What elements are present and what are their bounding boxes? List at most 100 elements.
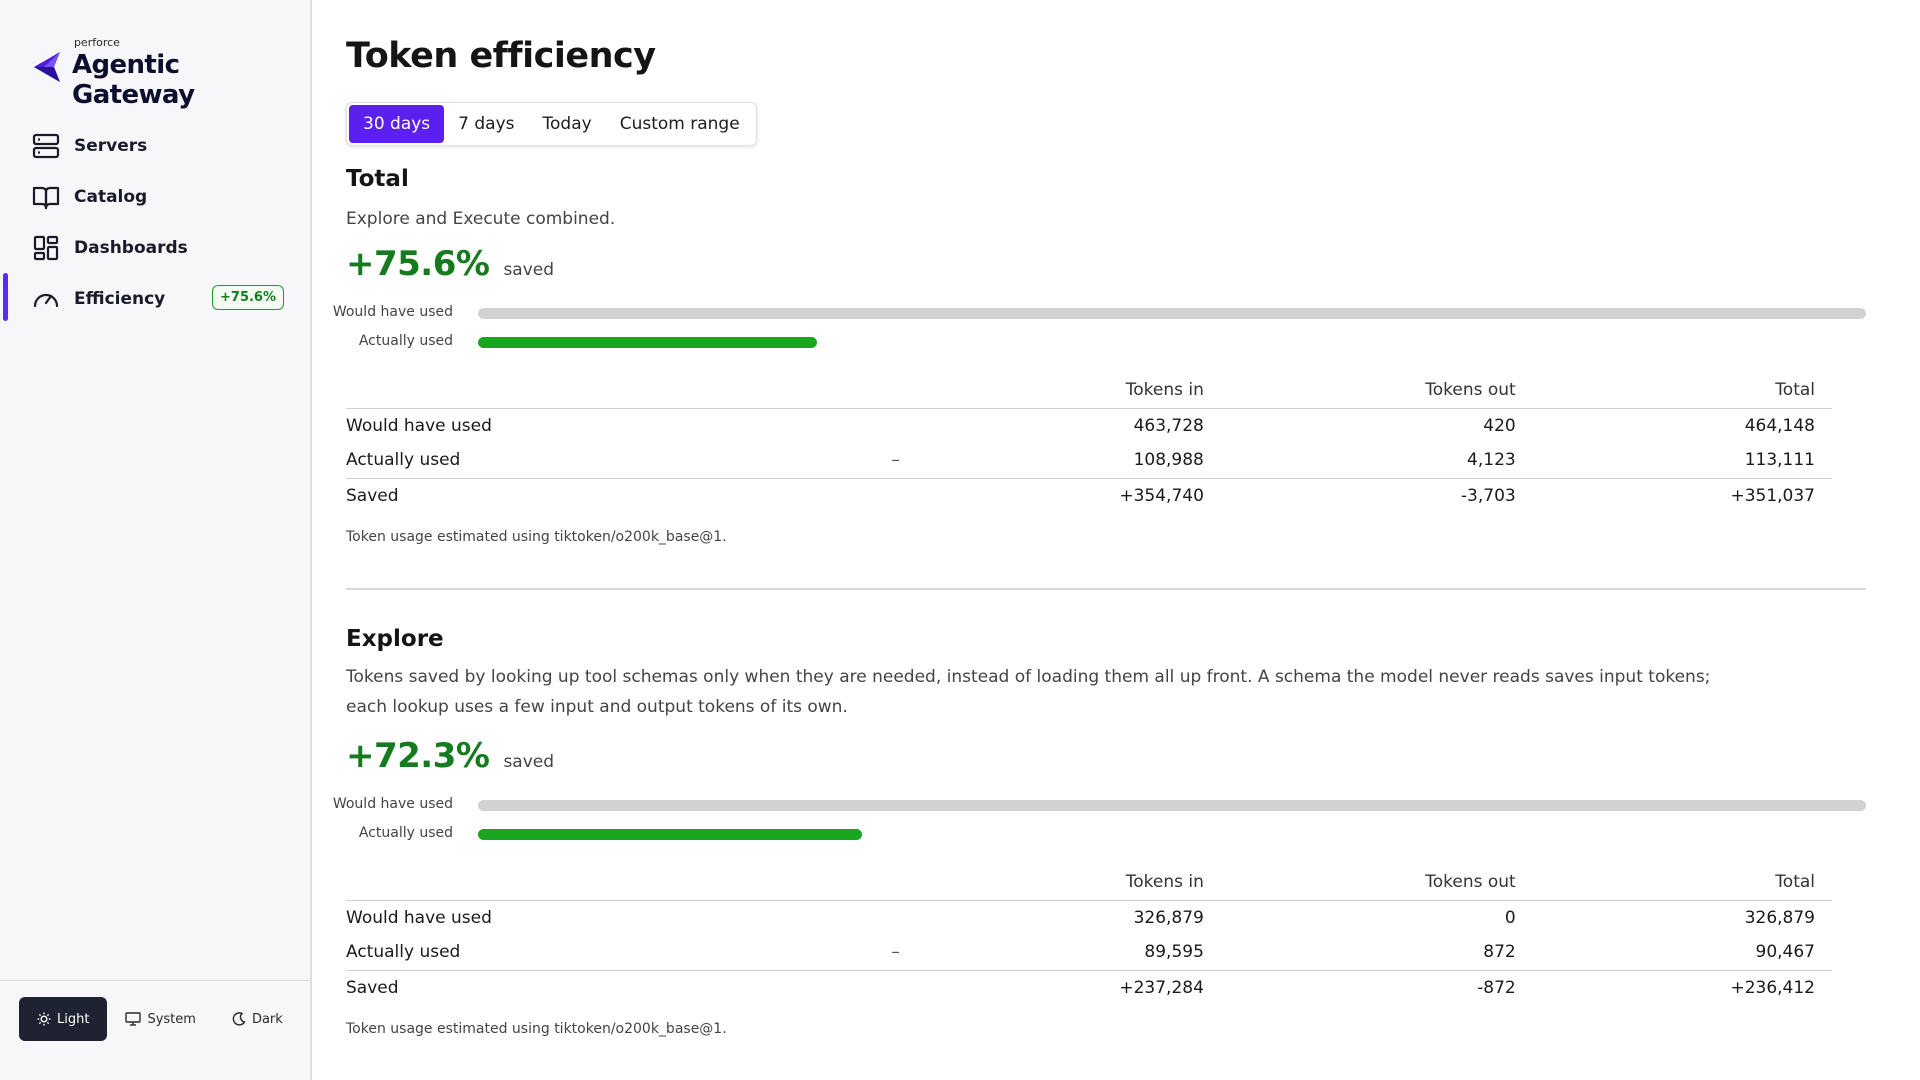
bar-label-would: Would have used xyxy=(332,304,453,320)
table-header-row: Tokens in Tokens out Total xyxy=(346,372,1832,409)
explore-section: Explore Tokens saved by looking up tool … xyxy=(333,626,1866,1037)
theme-system-label: System xyxy=(147,1011,196,1027)
cell-tokens-out: 420 xyxy=(1483,415,1516,436)
table-header-row: Tokens in Tokens out Total xyxy=(346,864,1832,901)
bar-label-actual: Actually used xyxy=(358,333,453,349)
total-section: Total Explore and Execute combined. +75.… xyxy=(333,166,1866,545)
would-have-used-bar xyxy=(478,308,1866,319)
row-label: Actually used xyxy=(346,450,461,471)
book-icon xyxy=(32,183,60,211)
sidebar-item-dashboards[interactable]: Dashboards xyxy=(0,222,310,273)
row-label: Would have used xyxy=(346,415,492,436)
row-label: Would have used xyxy=(346,907,492,928)
row-marker xyxy=(856,969,935,1005)
page-title: Token efficiency xyxy=(346,36,656,76)
sidebar-item-catalog[interactable]: Catalog xyxy=(0,171,310,222)
row-marker: – xyxy=(891,942,900,963)
bar-row-would: Would have used xyxy=(333,790,1866,819)
cell-total: 90,467 xyxy=(1755,942,1815,963)
footnote: Token usage estimated using tiktoken/o20… xyxy=(346,1021,727,1037)
range-tabs: 30 days 7 days Today Custom range xyxy=(346,102,757,146)
sun-icon xyxy=(37,1012,51,1026)
row-label: Saved xyxy=(346,477,857,513)
bar-row-actual: Actually used xyxy=(346,327,1866,356)
brand-name: Agentic Gateway xyxy=(71,50,195,110)
saved-label: saved xyxy=(503,752,555,772)
cell-total: 113,111 xyxy=(1744,450,1815,471)
section-description: Explore and Execute combined. xyxy=(346,209,616,229)
tab-custom-range[interactable]: Custom range xyxy=(619,114,740,134)
cell-total: 326,879 xyxy=(1744,907,1815,928)
sidebar-item-label: Efficiency xyxy=(74,288,166,309)
row-label: Actually used xyxy=(346,942,461,963)
cell-tokens-out: 0 xyxy=(1504,907,1516,928)
table-row: Actually used – 108,988 4,123 113,111 xyxy=(346,443,1832,478)
usage-bars: Would have used Actually used xyxy=(333,790,1866,848)
server-icon xyxy=(32,132,60,160)
sidebar: perforce Agentic Gateway Servers xyxy=(0,0,312,1080)
theme-bar: Light System Dark xyxy=(0,980,310,1080)
sidebar-item-efficiency[interactable]: Efficiency +75.6% xyxy=(0,273,310,324)
efficiency-badge: +75.6% xyxy=(212,285,284,310)
cell-tokens-in: +237,284 xyxy=(934,969,1204,1005)
saved-percent: +72.3% xyxy=(346,736,490,776)
tab-30-days[interactable]: 30 days xyxy=(349,105,445,143)
cell-tokens-out: -872 xyxy=(1203,969,1516,1005)
theme-light-button[interactable]: Light xyxy=(19,997,108,1041)
row-label: Saved xyxy=(346,969,857,1005)
section-divider xyxy=(346,588,1866,590)
actually-used-bar xyxy=(478,337,817,348)
cell-tokens-out: -3,703 xyxy=(1203,477,1516,513)
cell-total: 464,148 xyxy=(1744,415,1815,436)
row-marker xyxy=(857,900,934,935)
cell-total: +351,037 xyxy=(1515,477,1832,513)
cell-tokens-in: 326,879 xyxy=(1133,907,1204,928)
tab-7-days[interactable]: 7 days xyxy=(458,114,515,134)
col-tokens-out: Tokens out xyxy=(1203,864,1516,901)
section-title: Total xyxy=(346,166,409,192)
cell-tokens-in: 108,988 xyxy=(1133,450,1204,471)
dashboard-icon xyxy=(32,234,60,262)
col-total: Total xyxy=(1515,864,1832,901)
would-have-used-bar xyxy=(478,800,1866,811)
section-title: Explore xyxy=(346,626,444,652)
table-row-saved: Saved +354,740 -3,703 +351,037 xyxy=(346,477,1832,513)
table-row: Actually used – 89,595 872 90,467 xyxy=(346,935,1832,970)
sidebar-item-label: Servers xyxy=(74,135,148,156)
saved-label: saved xyxy=(503,260,555,280)
theme-system-button[interactable]: System xyxy=(107,997,213,1041)
app-logo[interactable]: perforce Agentic Gateway xyxy=(30,36,310,110)
actually-used-bar xyxy=(478,829,862,840)
tokens-table: Tokens in Tokens out Total Would have us… xyxy=(346,372,1832,513)
monitor-icon xyxy=(125,1012,142,1026)
row-marker: – xyxy=(891,450,900,471)
sidebar-item-label: Dashboards xyxy=(74,237,188,258)
col-tokens-in: Tokens in xyxy=(934,864,1204,901)
sidebar-nav: Servers Catalog Dashboards xyxy=(0,120,310,324)
section-description: Tokens saved by looking up tool schemas … xyxy=(346,667,1711,717)
table-row-saved: Saved +237,284 -872 +236,412 xyxy=(346,969,1832,1005)
bar-label-actual: Actually used xyxy=(358,825,453,841)
percent-row: +72.3% saved xyxy=(346,736,1866,776)
tab-today[interactable]: Today xyxy=(542,114,592,134)
theme-dark-button[interactable]: Dark xyxy=(214,997,301,1041)
table-row: Would have used 463,728 420 464,148 xyxy=(346,408,1832,443)
bar-label-would: Would have used xyxy=(332,796,453,812)
cell-tokens-out: 4,123 xyxy=(1467,450,1516,471)
theme-light-label: Light xyxy=(57,1011,90,1027)
col-total: Total xyxy=(1515,372,1832,409)
col-tokens-in: Tokens in xyxy=(934,372,1204,409)
sidebar-item-servers[interactable]: Servers xyxy=(0,120,310,171)
gauge-icon xyxy=(32,285,60,313)
moon-icon xyxy=(232,1012,246,1026)
usage-bars: Would have used Actually used xyxy=(333,298,1866,356)
sidebar-item-label: Catalog xyxy=(74,186,148,207)
cell-tokens-in: +354,740 xyxy=(934,477,1204,513)
perforce-logo-icon xyxy=(33,52,60,82)
footnote: Token usage estimated using tiktoken/o20… xyxy=(346,529,727,545)
cell-tokens-in: 89,595 xyxy=(1144,942,1204,963)
saved-percent: +75.6% xyxy=(346,244,490,284)
bar-row-actual: Actually used xyxy=(346,819,1866,848)
cell-total: +236,412 xyxy=(1515,969,1832,1005)
bar-row-would: Would have used xyxy=(333,298,1866,327)
